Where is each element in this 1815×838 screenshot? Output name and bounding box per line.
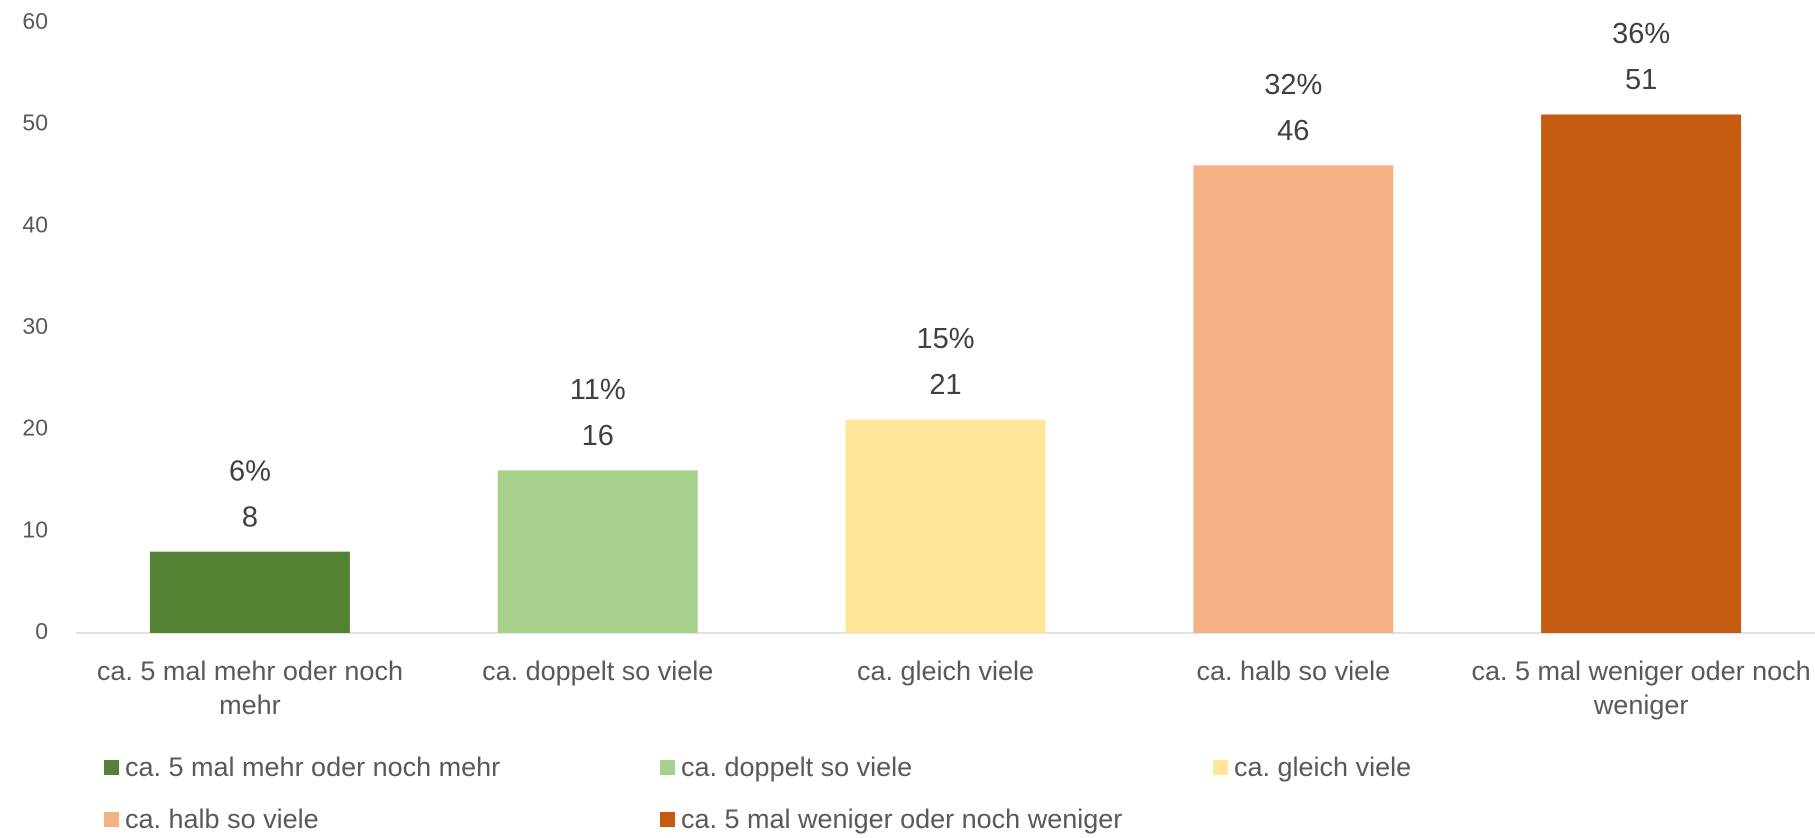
- percent-label: 6%: [229, 455, 271, 487]
- percent-label: 32%: [1264, 69, 1322, 101]
- y-tick-label: 20: [22, 415, 48, 441]
- legend-item: ca. 5 mal mehr oder noch mehr: [104, 750, 500, 784]
- bar: [149, 551, 350, 633]
- value-label: 21: [929, 369, 961, 401]
- x-tick-label: ca. 5 mal mehr oder noch mehr: [96, 656, 403, 720]
- legend-swatch: [1213, 759, 1228, 775]
- x-tick-label: ca. gleich viele: [856, 656, 1035, 686]
- legend-label: ca. halb so viele: [125, 803, 319, 834]
- legend-item: ca. 5 mal weniger oder noch weniger: [660, 802, 1122, 836]
- bar: [497, 470, 698, 633]
- legend-item: ca. halb so viele: [104, 802, 319, 836]
- value-label: 8: [242, 501, 258, 533]
- legend-label: ca. doppelt so viele: [681, 751, 913, 782]
- y-tick-label: 10: [22, 516, 48, 542]
- y-tick-label: 60: [22, 8, 48, 34]
- y-tick-label: 0: [35, 618, 48, 644]
- bar: [845, 419, 1046, 633]
- legend-item: ca. doppelt so viele: [660, 750, 912, 784]
- x-tick-label: ca. 5 mal weniger oder noch weniger: [1471, 656, 1811, 720]
- value-label: 51: [1625, 64, 1657, 96]
- value-label: 46: [1277, 115, 1309, 147]
- x-tick-label: ca. halb so viele: [1196, 656, 1391, 686]
- bar: [1541, 114, 1742, 633]
- bar: [1193, 165, 1394, 634]
- legend-label: ca. 5 mal weniger oder noch weniger: [681, 803, 1123, 834]
- percent-label: 11%: [570, 374, 626, 406]
- percent-label: 36%: [1612, 18, 1670, 50]
- legend-swatch: [660, 811, 675, 827]
- legend-label: ca. 5 mal mehr oder noch mehr: [125, 751, 501, 782]
- legend-swatch: [104, 759, 119, 775]
- legend-swatch: [660, 759, 675, 775]
- x-tick-label: ca. doppelt so viele: [482, 656, 714, 686]
- y-tick-label: 30: [22, 313, 48, 339]
- value-label: 16: [582, 420, 614, 452]
- legend-item: ca. gleich viele: [1213, 750, 1411, 784]
- y-tick-label: 40: [22, 211, 48, 237]
- legend-label: ca. gleich viele: [1234, 751, 1412, 782]
- percent-label: 15%: [916, 323, 974, 355]
- legend-swatch: [104, 811, 119, 827]
- y-tick-label: 50: [22, 110, 48, 136]
